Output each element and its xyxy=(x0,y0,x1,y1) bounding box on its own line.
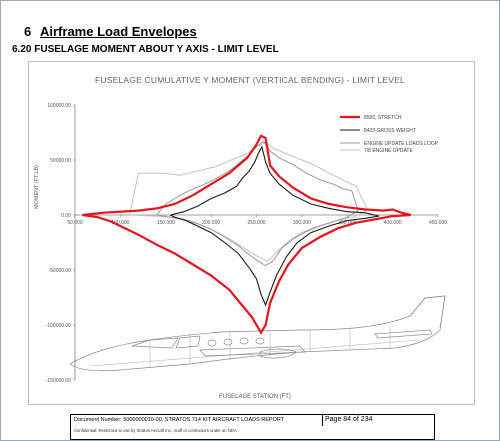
x-axis-label: FUSELAGE STATION (FT) xyxy=(219,394,291,400)
legend-label: 7/8 ENGINE UPDATE xyxy=(364,148,413,154)
section-title: Airframe Load Envelopes xyxy=(40,24,197,39)
y-tick-label: -100000.00 xyxy=(46,323,72,329)
y-tick-label: -150000.00 xyxy=(46,378,72,384)
chart-title: FUSELAGE CUMULATIVE Y MOMENT (VERTICAL B… xyxy=(95,75,405,85)
x-tick-label: 400.000 xyxy=(384,220,402,226)
chart-axes: 100000.00 50000.00 0.00 -50000.00 -100000.00… xyxy=(46,103,448,384)
footer-document-number: Document Number: 5000000010-00, STRATOS … xyxy=(74,417,285,423)
subsection-title: 6.20 FUSELAGE MOMENT ABOUT Y AXIS - LIMI… xyxy=(12,44,279,55)
series-line-gross xyxy=(170,145,380,307)
x-tick-label: 450.000 xyxy=(429,220,447,226)
y-tick-label: 100000.00 xyxy=(47,103,71,109)
y-tick-label: 0.00 xyxy=(61,213,71,219)
footer-divider xyxy=(322,414,323,426)
footer-confidential-note: Confidential: Restricted to use by Strat… xyxy=(74,428,238,433)
aircraft-illustration xyxy=(69,295,446,372)
section-number: 6 xyxy=(24,24,32,39)
legend-label: ENGINE UPDATE LOADS LOOP xyxy=(364,141,439,147)
series-line-engine-loop xyxy=(156,140,359,267)
legend-label: 8423 GROSS WEIGHT xyxy=(364,128,416,134)
y-axis-label: MOMENT (FT.LB) xyxy=(34,165,40,209)
chart-series xyxy=(82,134,412,335)
footer-page-number: Page 84 of 234 xyxy=(325,416,373,423)
chart-legend: 8550, STRETCH 8423 GROSS WEIGHT ENGINE UPD… xyxy=(340,115,439,154)
x-tick-label: 350.000 xyxy=(338,220,356,226)
y-tick-label: 50000.00 xyxy=(50,158,71,164)
x-tick-label: 250.000 xyxy=(247,220,265,226)
x-tick-label: 300.000 xyxy=(293,220,311,226)
x-tick-label: 150.000 xyxy=(157,220,175,226)
series-line-engine-update xyxy=(128,141,368,262)
series-line-stretch xyxy=(82,134,412,335)
legend-label: 8550, STRETCH xyxy=(364,115,402,121)
footer-box xyxy=(70,414,435,440)
x-tick-label: 200.000 xyxy=(202,220,220,226)
x-tick-label: 50.000 xyxy=(67,220,83,226)
y-tick-label: -50000.00 xyxy=(48,268,71,274)
x-tick-label: 100.000 xyxy=(111,220,129,226)
